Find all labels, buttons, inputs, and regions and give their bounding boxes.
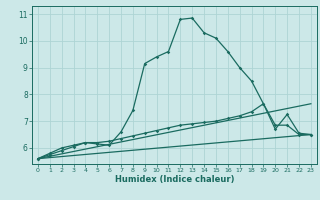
X-axis label: Humidex (Indice chaleur): Humidex (Indice chaleur) [115,175,234,184]
